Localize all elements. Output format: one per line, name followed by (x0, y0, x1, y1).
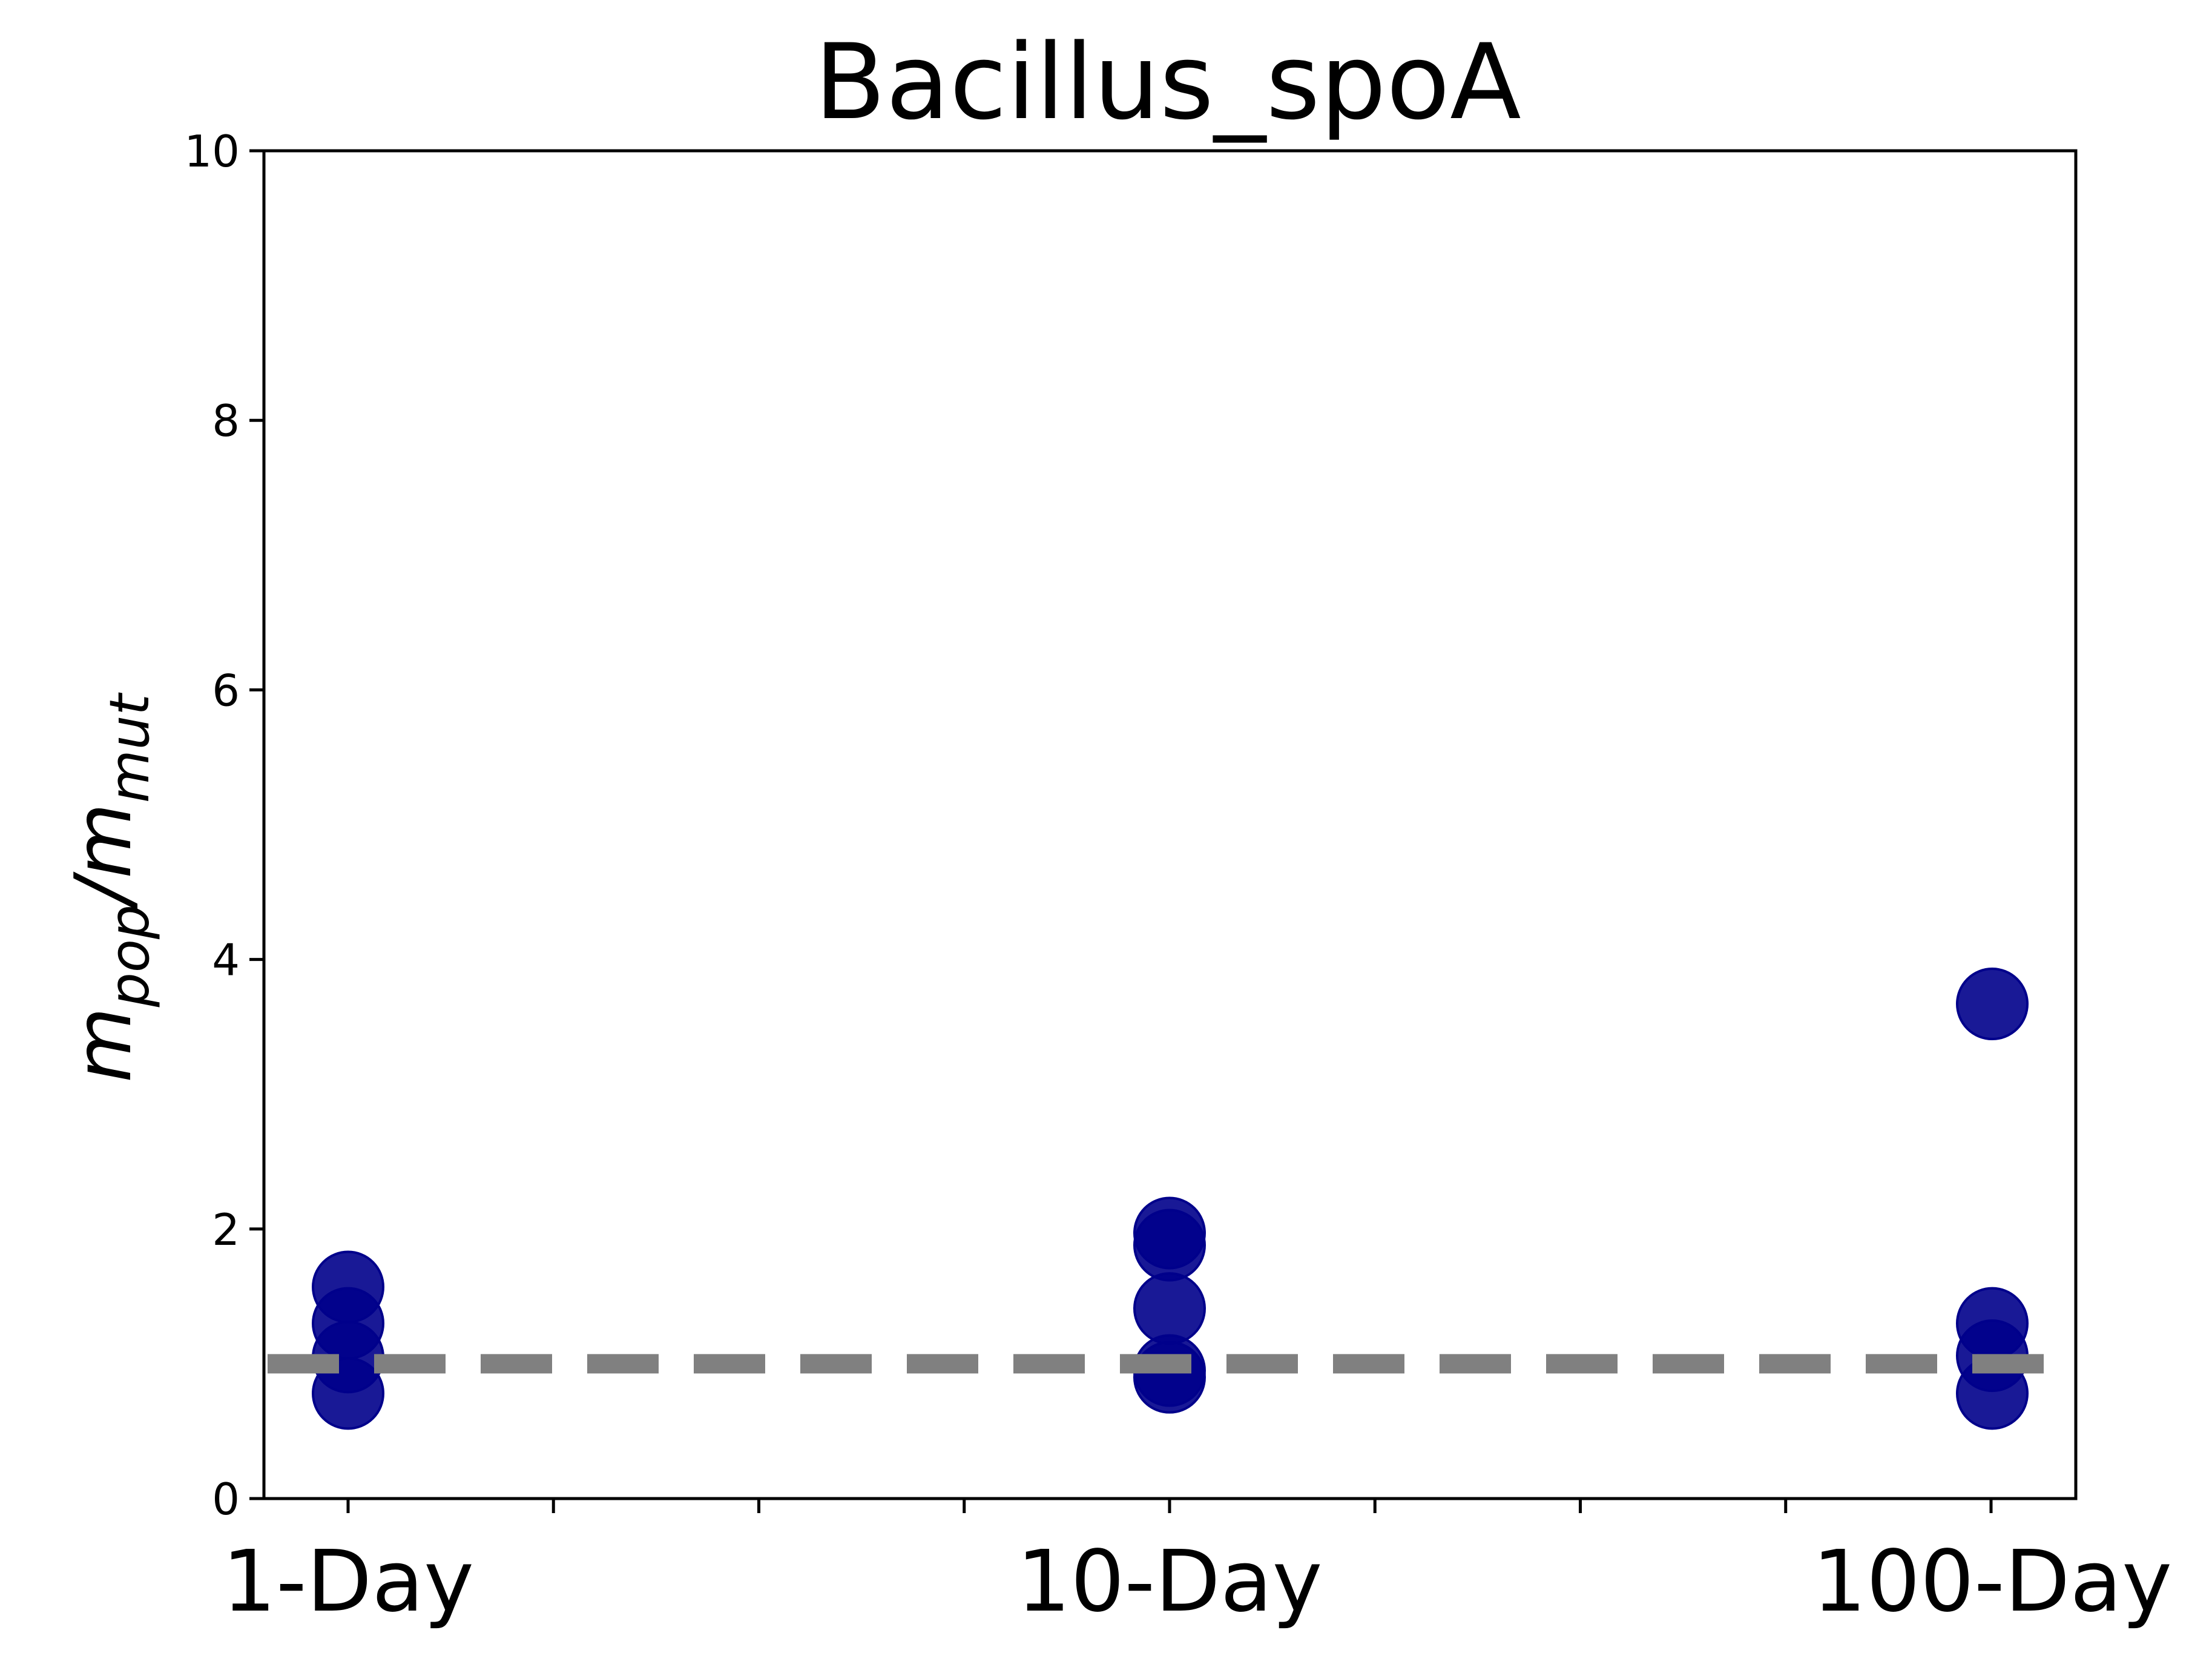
y-label-base2: m (59, 803, 149, 879)
data-point-10-day-6 (1133, 1272, 1206, 1345)
x-tick-label-10-day: 10-Day (1016, 1532, 1322, 1631)
data-point-1-day-3 (312, 1357, 384, 1430)
y-tick-label-10: 10 (184, 126, 240, 177)
y-tick-label-8: 8 (212, 395, 240, 446)
y-tick-label-6: 6 (212, 665, 240, 716)
y-tick-label-2: 2 (212, 1204, 240, 1255)
x-tick-label-100-day: 100-Day (1812, 1532, 2172, 1631)
y-label-sub1: pop (98, 905, 162, 1008)
chart-title: Bacillus_spoA (814, 21, 1521, 143)
y-tick-label-4: 4 (212, 935, 240, 986)
y-axis-label: mpop/mmut (59, 691, 162, 1083)
data-point-100-day-9 (1956, 968, 2029, 1041)
x-tick-label-1-day: 1-Day (222, 1532, 474, 1631)
data-point-10-day-5 (1133, 1209, 1206, 1282)
y-tick-label-0: 0 (212, 1474, 240, 1525)
y-label-sub2: mut (98, 691, 162, 803)
axes: 0 2 4 6 8 10 1-Day 10-Day 100-Day (184, 126, 2172, 1631)
data-points (312, 968, 2029, 1430)
data-point-10-day-8 (1133, 1341, 1206, 1414)
y-label-base1: m (59, 1007, 149, 1083)
